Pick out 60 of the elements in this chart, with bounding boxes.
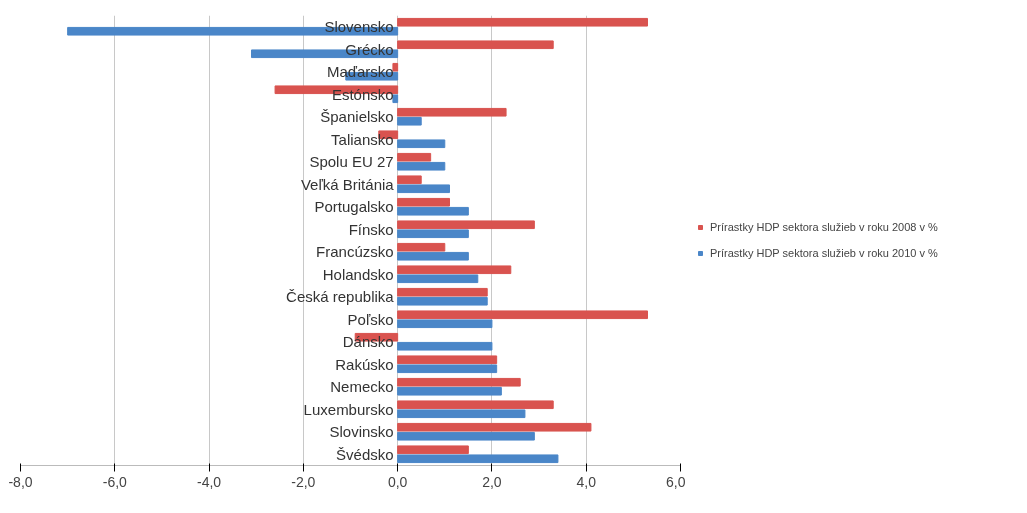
bar [397, 386, 502, 396]
y-tick-label: Švédsko [336, 445, 394, 463]
y-tick-label: Portugalsko [314, 198, 394, 216]
bar [392, 62, 399, 72]
y-tick-label: Veľká Británia [300, 175, 395, 193]
bar [397, 355, 498, 365]
y-tick-label: Taliansko [331, 130, 394, 148]
bar [397, 229, 469, 239]
y-tick-label: Holandsko [322, 265, 394, 283]
y-tick-label: Nemecko [330, 378, 394, 396]
bar [397, 296, 488, 306]
bar [397, 139, 446, 149]
legend-label: Prírastky HDP sektora služieb v roku 2010 v % [710, 247, 938, 259]
y-tick-label: Luxembursko [303, 400, 394, 418]
y-tick-label: Rakúsko [335, 355, 394, 373]
bar [397, 265, 512, 275]
bar [397, 377, 521, 387]
bar [397, 287, 488, 297]
bar [397, 184, 450, 194]
bar [397, 319, 493, 329]
bar [397, 409, 526, 419]
bar [397, 341, 493, 351]
y-tick-label: Spolu EU 27 [309, 153, 394, 171]
x-tick-label: -8,0 [8, 473, 33, 490]
bar [397, 251, 469, 261]
bar [397, 152, 432, 162]
y-tick-label: Slovinsko [329, 423, 394, 441]
x-tick-label: -6,0 [102, 473, 128, 490]
bar [397, 310, 648, 320]
bar [397, 107, 507, 117]
legend-label: Prírastky HDP sektora služieb v roku 2008 v % [710, 221, 938, 233]
bar [392, 94, 399, 104]
y-tick-label: Poľsko [347, 310, 394, 328]
bar [397, 197, 450, 207]
bar [397, 445, 469, 455]
bar [397, 206, 469, 216]
bar [397, 431, 535, 441]
bar [397, 40, 554, 50]
x-tick-label: 2,0 [482, 473, 502, 490]
y-tick-label: Španielsko [320, 108, 394, 126]
bar [397, 17, 648, 27]
bar [397, 116, 422, 126]
bar [397, 242, 446, 252]
bar [397, 454, 559, 464]
x-tick-label: -4,0 [197, 473, 222, 490]
bar [397, 161, 446, 171]
y-tick-label: Fínsko [348, 220, 394, 238]
bar [397, 274, 479, 284]
y-tick-label: Slovensko [324, 18, 394, 36]
bar [397, 422, 592, 432]
y-tick-label: Česká republika [286, 288, 395, 306]
y-tick-label: Francúzsko [316, 243, 394, 261]
bar [397, 364, 498, 374]
x-tick-label: 4,0 [576, 473, 597, 490]
x-tick-label: 6,0 [666, 473, 686, 490]
x-tick-label: 0,0 [387, 473, 408, 490]
bar [397, 220, 535, 230]
bar [397, 400, 554, 410]
bar [397, 175, 422, 185]
x-tick-label: -2,0 [291, 473, 316, 490]
